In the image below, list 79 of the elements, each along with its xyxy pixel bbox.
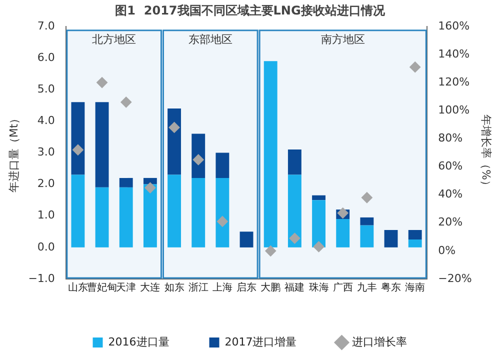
point bbox=[361, 192, 372, 204]
point bbox=[216, 216, 228, 227]
x-tick-label: 九丰 bbox=[356, 282, 377, 294]
x-tick-label: 如东 bbox=[164, 282, 184, 294]
chart-title: 图1 2017我国不同区域主要LNG接收站进口情况 bbox=[115, 3, 386, 18]
bar bbox=[312, 195, 326, 200]
y2-axis-title: 年增长率（%） bbox=[480, 114, 493, 191]
x-tick-label: 大连 bbox=[140, 282, 160, 294]
bar bbox=[119, 178, 133, 188]
y2-tick-label: 20% bbox=[438, 216, 463, 229]
x-tick-label: 启东 bbox=[236, 282, 257, 294]
bar bbox=[360, 225, 374, 248]
point bbox=[96, 77, 108, 88]
bar bbox=[168, 108, 181, 175]
x-tick-label: 粤东 bbox=[381, 282, 402, 294]
y-tick-label: 4.0 bbox=[37, 114, 55, 127]
x-tick-label: 天津 bbox=[116, 282, 136, 294]
bar bbox=[71, 102, 85, 175]
x-tick-label: 浙江 bbox=[188, 282, 208, 294]
bar bbox=[360, 217, 374, 226]
x-tick-label: 福建 bbox=[284, 282, 305, 294]
point bbox=[72, 144, 84, 156]
bar bbox=[336, 219, 350, 248]
bar bbox=[95, 102, 109, 188]
point bbox=[144, 182, 156, 194]
y-tick-label: 2.0 bbox=[37, 177, 55, 190]
y2-tick-label: −20% bbox=[438, 272, 472, 285]
y-tick-label: 6.0 bbox=[37, 50, 55, 64]
x-tick-label: 曹妃甸 bbox=[87, 282, 118, 294]
x-tick-label: 上海 bbox=[212, 282, 232, 294]
y2-tick-label: 60% bbox=[438, 160, 463, 173]
bar bbox=[192, 178, 206, 248]
y2-tick-label: 120% bbox=[438, 75, 470, 88]
bar bbox=[71, 174, 85, 248]
bar bbox=[119, 187, 133, 248]
x-tick-label: 广西 bbox=[332, 282, 353, 294]
x-tick-label: 大鹏 bbox=[260, 282, 281, 294]
y-tick-label: 0.0 bbox=[37, 240, 55, 254]
bar bbox=[312, 200, 326, 248]
y-axis-title: 年进口量（Mt） bbox=[7, 112, 20, 193]
point bbox=[120, 96, 132, 108]
band-label: 南方地区 bbox=[320, 32, 365, 46]
bar bbox=[408, 230, 422, 240]
bar bbox=[384, 230, 398, 248]
point bbox=[168, 122, 180, 133]
y-tick-label: −1.0 bbox=[28, 272, 55, 285]
point bbox=[289, 232, 300, 244]
y-tick-label: 3.0 bbox=[37, 146, 55, 159]
bar bbox=[288, 150, 302, 175]
y-tick-label: 7.0 bbox=[37, 19, 55, 32]
x-tick-label: 珠海 bbox=[308, 282, 329, 294]
y2-tick-label: 80% bbox=[438, 132, 463, 145]
band-label: 北方地区 bbox=[92, 32, 136, 46]
bar bbox=[240, 232, 254, 248]
x-tick-label: 山东 bbox=[68, 282, 88, 294]
bar bbox=[216, 152, 230, 178]
bar bbox=[288, 174, 302, 248]
legend-label: 2016进口量 bbox=[108, 335, 170, 348]
legend-label: 2017进口增量 bbox=[224, 335, 297, 348]
bar bbox=[168, 174, 181, 248]
y2-tick-label: 140% bbox=[438, 47, 470, 60]
point bbox=[410, 62, 421, 73]
x-tick-label: 海南 bbox=[405, 282, 426, 294]
band-label: 东部地区 bbox=[188, 32, 232, 46]
y2-tick-label: 40% bbox=[438, 188, 463, 201]
legend-label: 进口增长率 bbox=[352, 335, 408, 348]
bar bbox=[216, 178, 230, 248]
bar bbox=[264, 61, 278, 248]
y-tick-label: 5.0 bbox=[37, 82, 55, 96]
bar bbox=[95, 187, 109, 248]
bar bbox=[143, 178, 157, 184]
bar bbox=[143, 184, 157, 248]
point bbox=[265, 245, 276, 256]
y-tick-label: 1.0 bbox=[37, 208, 55, 222]
point bbox=[313, 241, 324, 252]
y2-tick-label: 160% bbox=[438, 19, 470, 32]
bar bbox=[408, 240, 422, 248]
y2-tick-label: 0% bbox=[438, 244, 456, 257]
y2-tick-label: 100% bbox=[438, 103, 470, 116]
